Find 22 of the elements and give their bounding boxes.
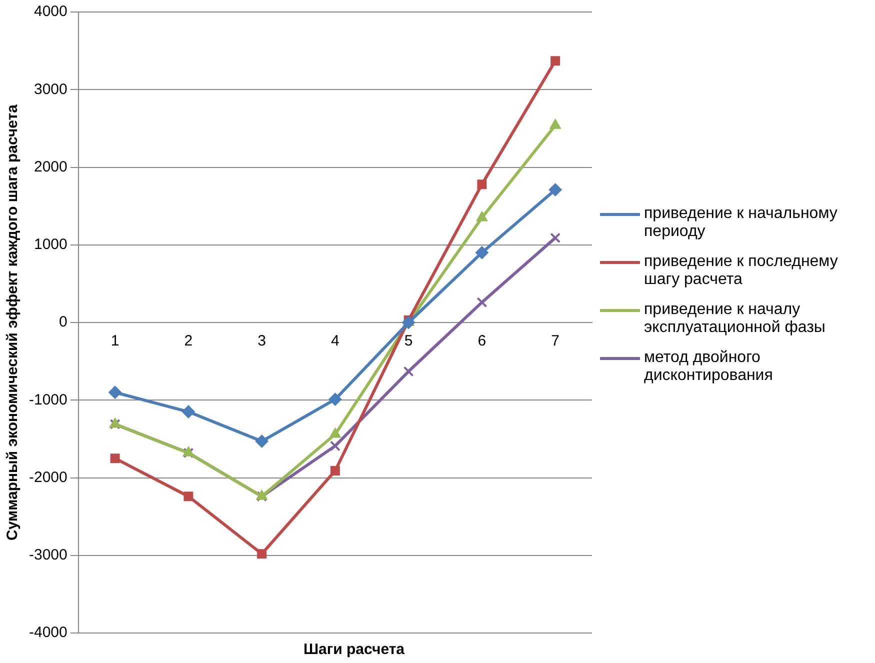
legend-label: приведение к начальному периоду — [644, 205, 838, 241]
y-tick-label: 4000 — [34, 3, 68, 20]
y-tick-label: 2000 — [34, 158, 68, 176]
x-tick-label: 2 — [184, 332, 193, 350]
x-tick-label: 3 — [258, 332, 266, 350]
x-tick-label: 4 — [331, 332, 340, 350]
x-tick-label: 6 — [478, 332, 486, 350]
y-tick-label: -1000 — [28, 391, 68, 408]
y-tick-label: 1000 — [34, 236, 68, 254]
y-tick-label: -3000 — [28, 546, 68, 564]
legend-label: приведение к последнему шагу расчета — [644, 253, 839, 289]
x-tick-label: 5 — [404, 332, 413, 350]
y-tick-label: 3000 — [34, 80, 68, 98]
y-tick-label: -4000 — [28, 624, 68, 642]
x-tick-label: 7 — [551, 332, 560, 350]
legend-label: метод двойного дисконтирования — [644, 349, 774, 385]
x-axis-title: Шаги расчета — [302, 641, 406, 658]
legend-label: приведение к началу эксплуатационной фазы — [644, 301, 826, 337]
y-axis-title: Суммарный экономический эффект каждого шага расчета — [4, 104, 22, 540]
x-tick-label: 1 — [110, 332, 120, 350]
y-tick-label: -2000 — [28, 468, 68, 486]
y-tick-label: 0 — [59, 314, 68, 331]
